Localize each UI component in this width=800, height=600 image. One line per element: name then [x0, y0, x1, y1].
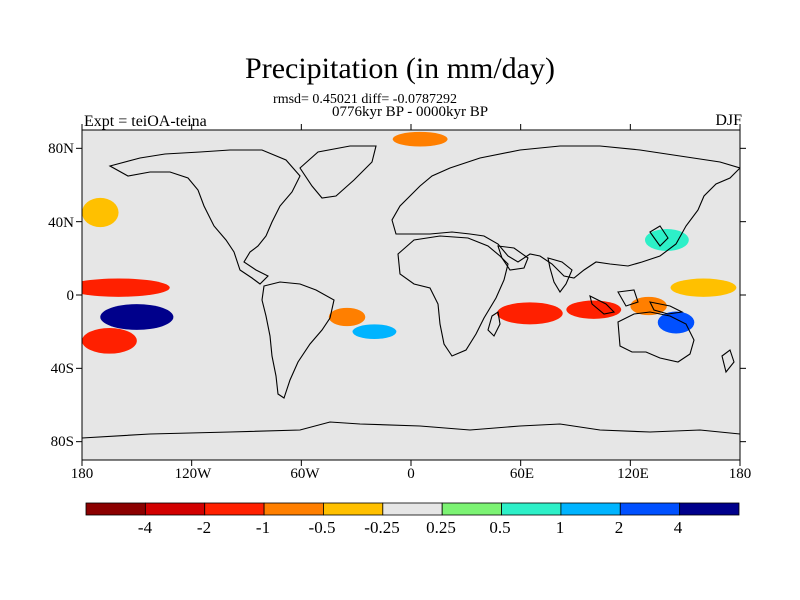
coastline-new-guinea — [649, 301, 684, 315]
colorbar-swatch — [204, 502, 265, 516]
x-tick-label: 60E — [509, 466, 535, 482]
coastline-antarctica — [82, 421, 740, 439]
coastline-south-america — [261, 281, 335, 399]
colorbar-swatch — [382, 502, 443, 516]
coastline-north-america — [108, 149, 301, 285]
colorbar — [85, 502, 740, 516]
axis-ticks — [76, 124, 746, 466]
anomaly-patch — [566, 300, 622, 319]
colorbar-level-label: 1 — [555, 518, 565, 537]
colorbar-level-label: -0.5 — [308, 518, 336, 537]
anomaly-patch — [657, 311, 695, 334]
anomaly-patch — [82, 328, 137, 354]
coastline-borneo — [617, 289, 639, 307]
colorbar-swatch — [441, 502, 502, 516]
season-label: DJF — [715, 112, 742, 129]
map-background — [82, 130, 740, 460]
coastline-africa — [397, 235, 509, 357]
coastline-india — [547, 257, 573, 293]
anomaly-patch — [100, 304, 174, 330]
anomaly-patch — [670, 278, 737, 297]
anomaly-patch — [644, 229, 689, 251]
coastline-arabia — [497, 245, 529, 271]
colorbar-level-label: 0.25 — [426, 518, 456, 537]
colorbar-level-label: 4 — [673, 518, 683, 537]
colorbar-swatch — [144, 502, 206, 516]
anomaly-patch — [82, 278, 170, 297]
colorbar-level-label: 0.5 — [489, 518, 511, 537]
period-subtitle: 0776kyr BP - 0000kyr BP — [331, 104, 489, 120]
colorbar-level-label: -2 — [196, 518, 212, 537]
x-tick-label: 180 — [728, 466, 752, 482]
coastline-layer — [82, 145, 740, 439]
x-tick-label: 60W — [290, 466, 320, 482]
anomaly-patch — [496, 302, 563, 325]
chart-title: Precipitation (in mm/day) — [245, 52, 555, 85]
colorbar-level-label: -1 — [255, 518, 271, 537]
anomaly-patch — [392, 131, 448, 147]
anomaly-patch — [328, 307, 366, 327]
coastline-greenland — [299, 145, 377, 199]
anomaly-patch — [82, 197, 119, 228]
colorbar-swatch — [679, 502, 740, 516]
x-tick-label: 120E — [617, 466, 649, 482]
y-tick-label: 80S — [50, 434, 74, 450]
coastline-madagascar — [487, 311, 501, 337]
y-tick-label: 0 — [66, 288, 75, 304]
coastline-australia — [617, 311, 695, 363]
colorbar-level-label: -4 — [137, 518, 153, 537]
colorbar-level-label: 2 — [614, 518, 624, 537]
coastline-new-zealand — [721, 349, 735, 374]
colorbar-swatch — [263, 502, 324, 516]
coastline-japan — [649, 225, 669, 247]
anomaly-layer — [82, 131, 737, 354]
colorbar-swatch — [501, 502, 562, 516]
colorbar-swatch — [85, 502, 146, 516]
y-tick-label: 40N — [48, 215, 74, 231]
coastline-sumatra — [589, 294, 616, 315]
coastline-eurasia — [391, 145, 740, 279]
experiment-label: Expt = teiOA-teina — [84, 113, 207, 130]
colorbar-level-label: -0.25 — [364, 518, 400, 537]
anomaly-patch — [352, 324, 397, 339]
colorbar-swatch — [619, 502, 681, 516]
x-tick-label: 0 — [407, 466, 415, 482]
colorbar-swatch — [323, 502, 384, 516]
colorbar-swatch — [560, 502, 621, 516]
y-tick-label: 80N — [48, 141, 74, 157]
y-tick-label: 40S — [50, 361, 74, 377]
stats-subtitle: rmsd= 0.45021 diff= -0.0787292 — [273, 92, 457, 107]
x-tick-label: 120W — [174, 466, 212, 482]
x-tick-label: 180 — [70, 466, 94, 482]
